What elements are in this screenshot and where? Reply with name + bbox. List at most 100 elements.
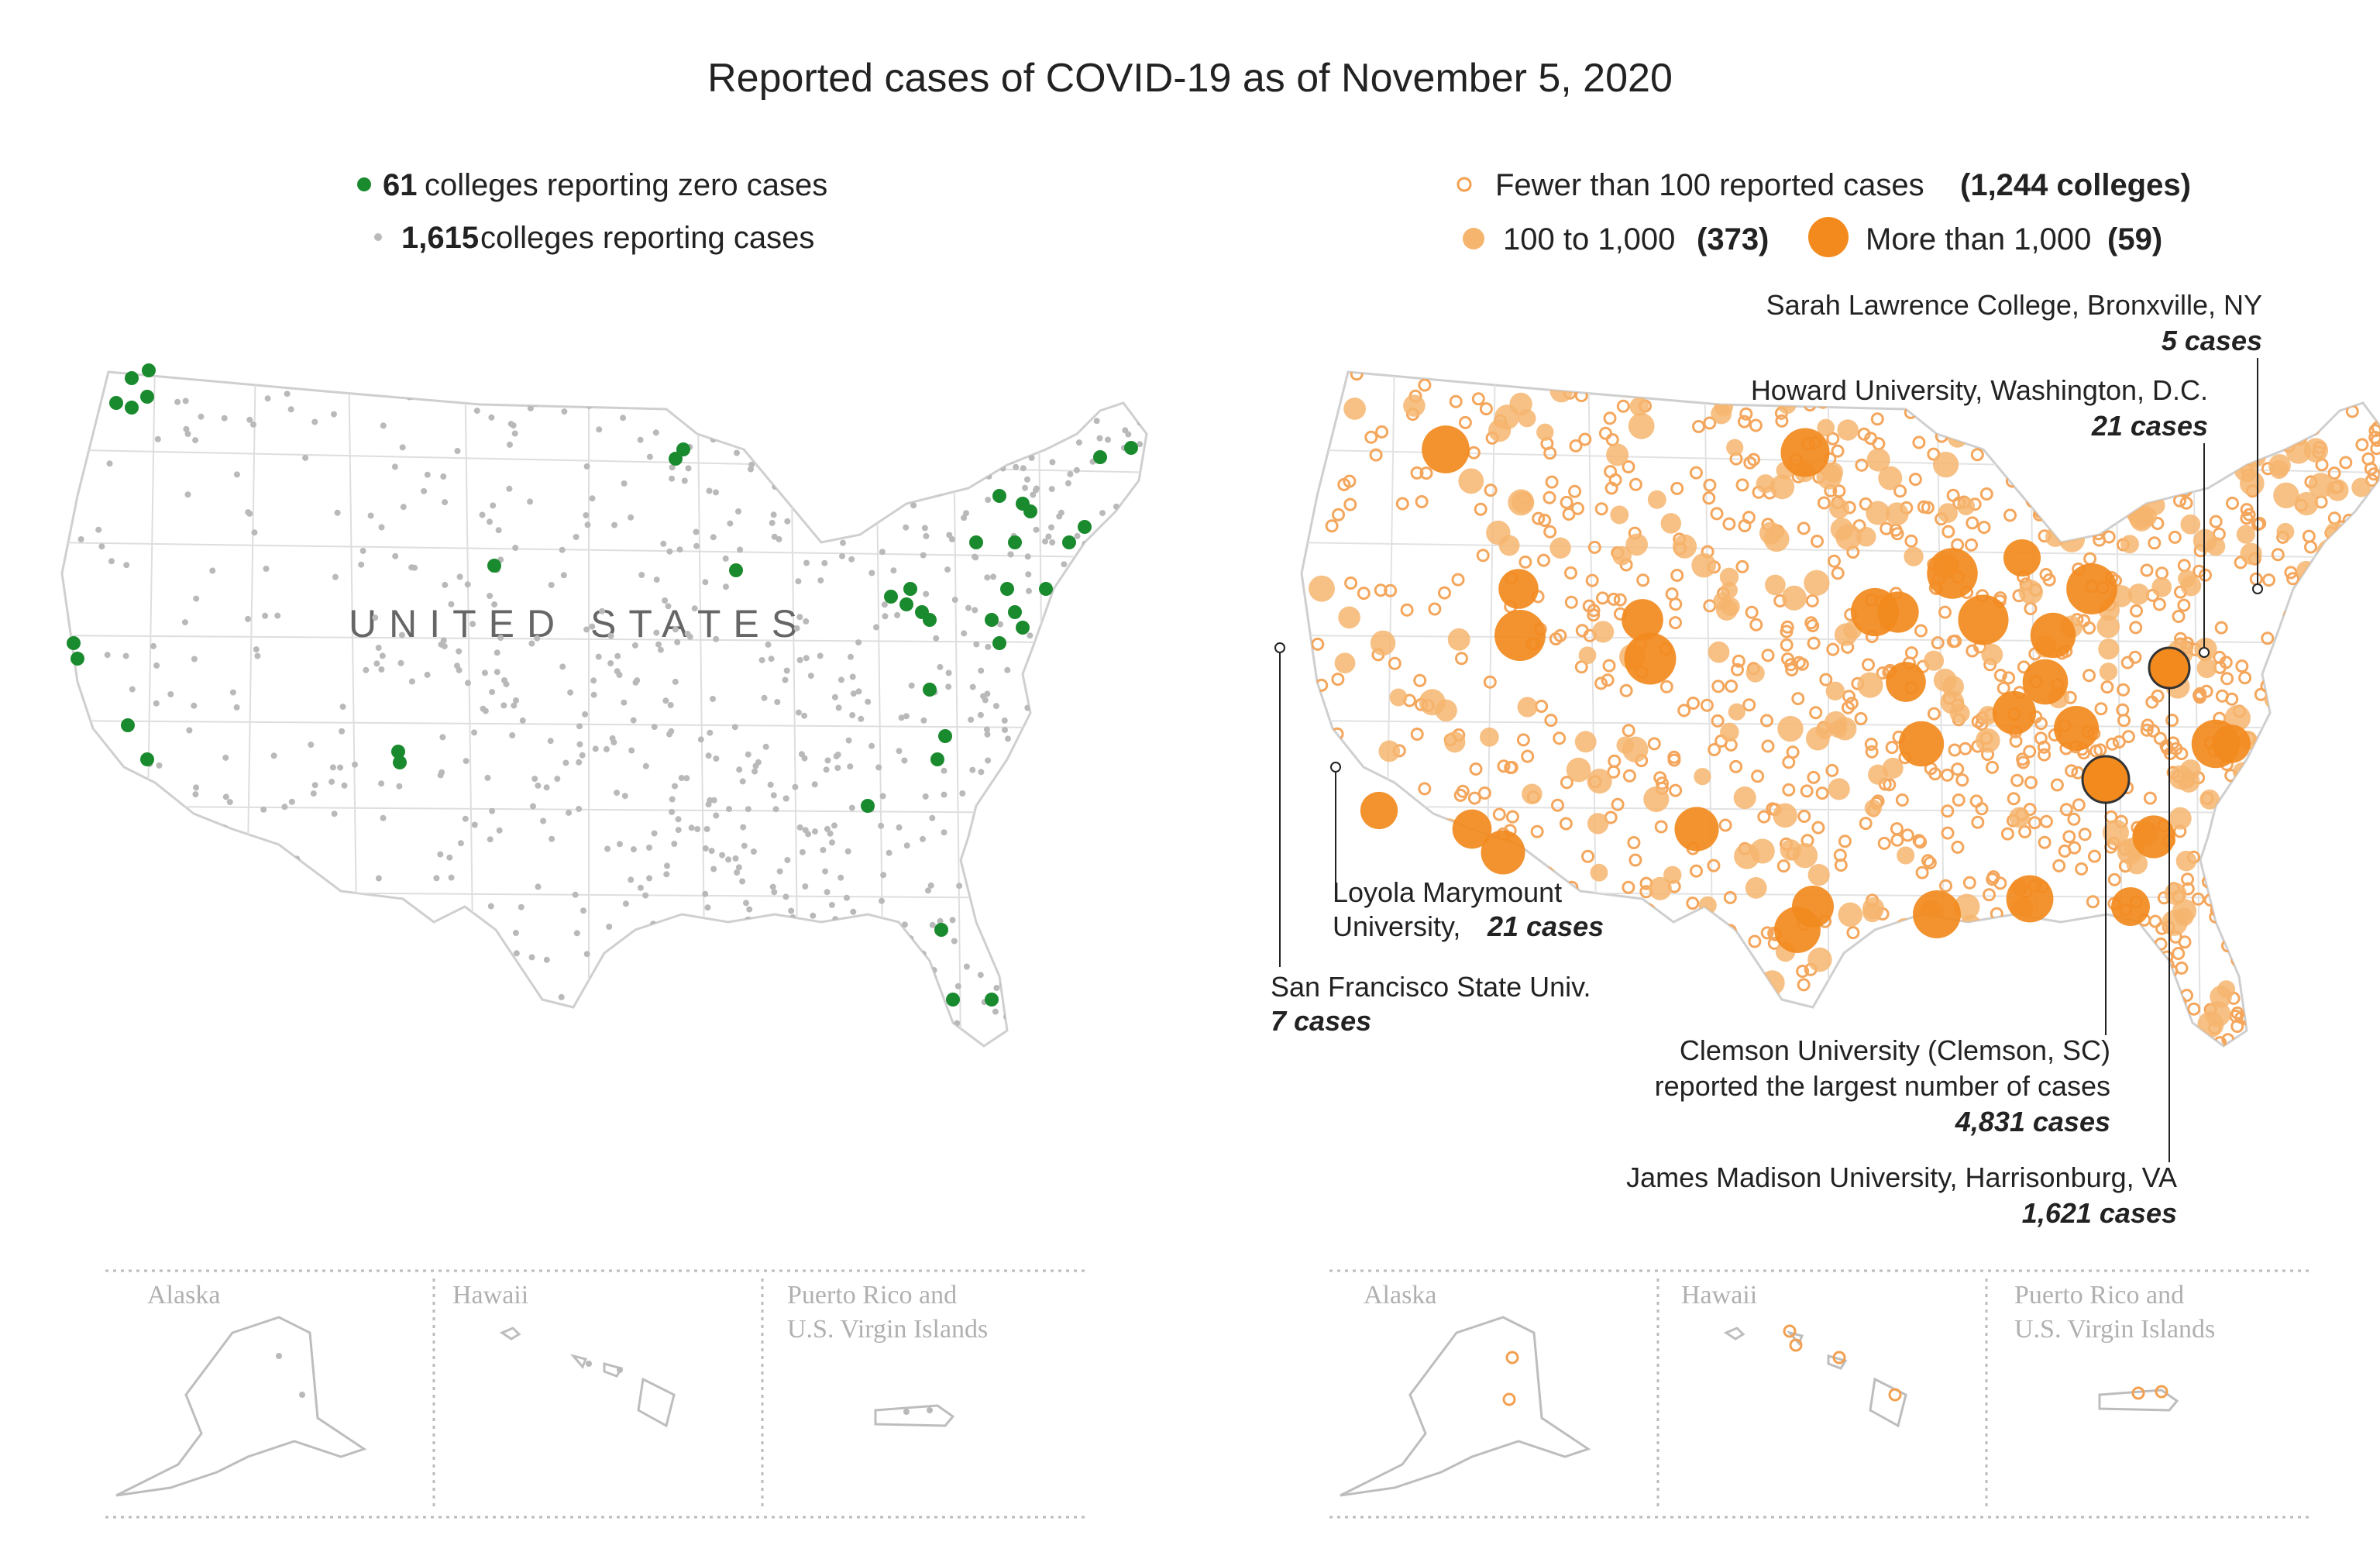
reporting-college-dot	[950, 457, 956, 464]
small-case-bubble	[1589, 372, 1603, 383]
small-case-bubble	[1617, 910, 1631, 924]
reporting-college-dot	[1020, 465, 1027, 472]
reporting-college-dot	[910, 502, 917, 509]
small-case-bubble	[1686, 897, 1700, 910]
zero-case-college-dot	[1016, 621, 1030, 635]
medium-case-bubble	[2224, 890, 2244, 911]
small-case-bubble	[2272, 903, 2285, 917]
small-case-bubble	[2089, 1004, 2103, 1018]
small-case-bubble	[2072, 798, 2086, 812]
reporting-college-dot	[469, 621, 476, 628]
medium-case-bubble	[1976, 968, 1999, 991]
medium-case-bubble	[2101, 450, 2127, 476]
small-case-bubble	[1742, 698, 1756, 712]
medium-case-bubble	[2239, 470, 2265, 496]
medium-case-bubble	[2276, 522, 2295, 541]
small-case-bubble	[1718, 818, 1732, 832]
small-case-bubble	[1862, 658, 1875, 672]
reporting-college-dot	[1093, 418, 1100, 425]
small-case-bubble	[2187, 1002, 2201, 1016]
large-case-bubble	[2003, 539, 2041, 577]
zero-case-college-dot	[1008, 535, 1022, 549]
small-case-bubble	[2343, 539, 2356, 553]
reporting-college-dot	[868, 570, 875, 576]
medium-case-bubble	[1612, 545, 1632, 566]
medium-case-bubble	[1862, 897, 1885, 920]
small-case-bubble	[1845, 952, 1858, 966]
reporting-college-dot	[894, 611, 901, 618]
small-case-bubble	[1604, 465, 1618, 479]
reporting-college-dot	[473, 983, 480, 989]
small-case-bubble	[1316, 380, 1330, 394]
reporting-college-dot	[1092, 952, 1099, 958]
reporting-college-dot	[672, 678, 679, 685]
small-case-bubble	[1729, 759, 1743, 773]
reporting-college-dot	[1084, 865, 1091, 872]
large-case-bubble	[1886, 662, 1926, 702]
small-case-bubble	[1522, 1000, 1536, 1014]
zero-case-college-dot	[1062, 535, 1076, 549]
reporting-college-dot	[628, 747, 635, 754]
small-case-bubble	[2350, 871, 2363, 885]
zero-case-college-dot	[1008, 605, 1022, 619]
small-case-bubble	[2361, 902, 2375, 916]
reporting-college-dot	[595, 1017, 602, 1024]
reporting-college-dot	[868, 742, 875, 749]
small-case-bubble	[1627, 836, 1641, 849]
reporting-college-dot	[746, 906, 753, 913]
large-case-bubble	[2053, 705, 2100, 752]
right-hawaii-label: Hawaii	[1681, 1281, 1757, 1309]
medium-case-bubble	[2326, 372, 2350, 388]
small-case-bubble	[1797, 521, 1811, 535]
zero-case-college-dot	[946, 993, 960, 1007]
large-bubble-legend-swatch	[1808, 217, 1849, 257]
reporting-college-dot	[311, 782, 318, 789]
small-case-bubble	[1471, 392, 1485, 406]
reporting-college-dot	[1024, 553, 1031, 560]
reporting-college-dot	[821, 951, 828, 958]
small-case-bubble	[1868, 944, 1881, 958]
small-case-bubble	[1388, 656, 1402, 670]
reporting-college-dot	[245, 615, 251, 622]
medium-case-bubble	[1726, 439, 1744, 456]
reporting-college-dot	[909, 377, 916, 384]
reporting-college-dot	[1035, 821, 1042, 828]
small-case-bubble	[2272, 719, 2286, 733]
medium-case-bubble	[1587, 768, 1612, 794]
reporting-college-dot	[735, 864, 742, 871]
small-case-bubble	[2265, 976, 2279, 990]
small-case-bubble	[1606, 981, 1620, 995]
reporting-college-dot	[484, 774, 491, 781]
small-case-bubble	[1736, 955, 1750, 969]
reporting-college-dot	[531, 776, 538, 783]
small-case-bubble	[1828, 554, 1841, 568]
small-case-bubble	[2048, 993, 2062, 1007]
small-case-bubble	[1647, 984, 1661, 998]
small-case-bubble	[2374, 911, 2380, 925]
reporting-college-dot	[865, 698, 872, 705]
reporting-college-dot	[795, 709, 802, 716]
reporting-college-dot	[490, 502, 497, 509]
medium-case-bubble	[1759, 521, 1783, 545]
reporting-college-dot	[999, 917, 1005, 924]
small-case-bubble	[1870, 412, 1884, 426]
right-pr-label-line1: Puerto Rico and	[2014, 1281, 2184, 1309]
reporting-college-dot	[517, 378, 524, 385]
small-case-bubble	[1948, 634, 1962, 648]
small-case-bubble	[1979, 487, 1993, 501]
reporting-college-dot	[222, 754, 229, 761]
small-case-bubble	[2368, 424, 2380, 438]
reporting-college-dot	[265, 1029, 272, 1036]
medium-case-bubble	[1574, 731, 1597, 753]
large-case-bubble	[1898, 721, 1945, 767]
medium-case-bubble	[2286, 695, 2309, 718]
large-case-bubble	[2212, 724, 2251, 763]
small-case-bubble	[1782, 783, 1796, 797]
reporting-college-dot	[411, 564, 418, 571]
medium-case-bubble	[2210, 986, 2232, 1008]
reporting-college-dot	[1079, 408, 1085, 415]
small-case-bubble	[2321, 901, 2334, 915]
small-case-bubble	[2350, 890, 2364, 903]
small-case-bubble	[2112, 735, 2126, 749]
reporting-college-dot	[535, 883, 542, 890]
